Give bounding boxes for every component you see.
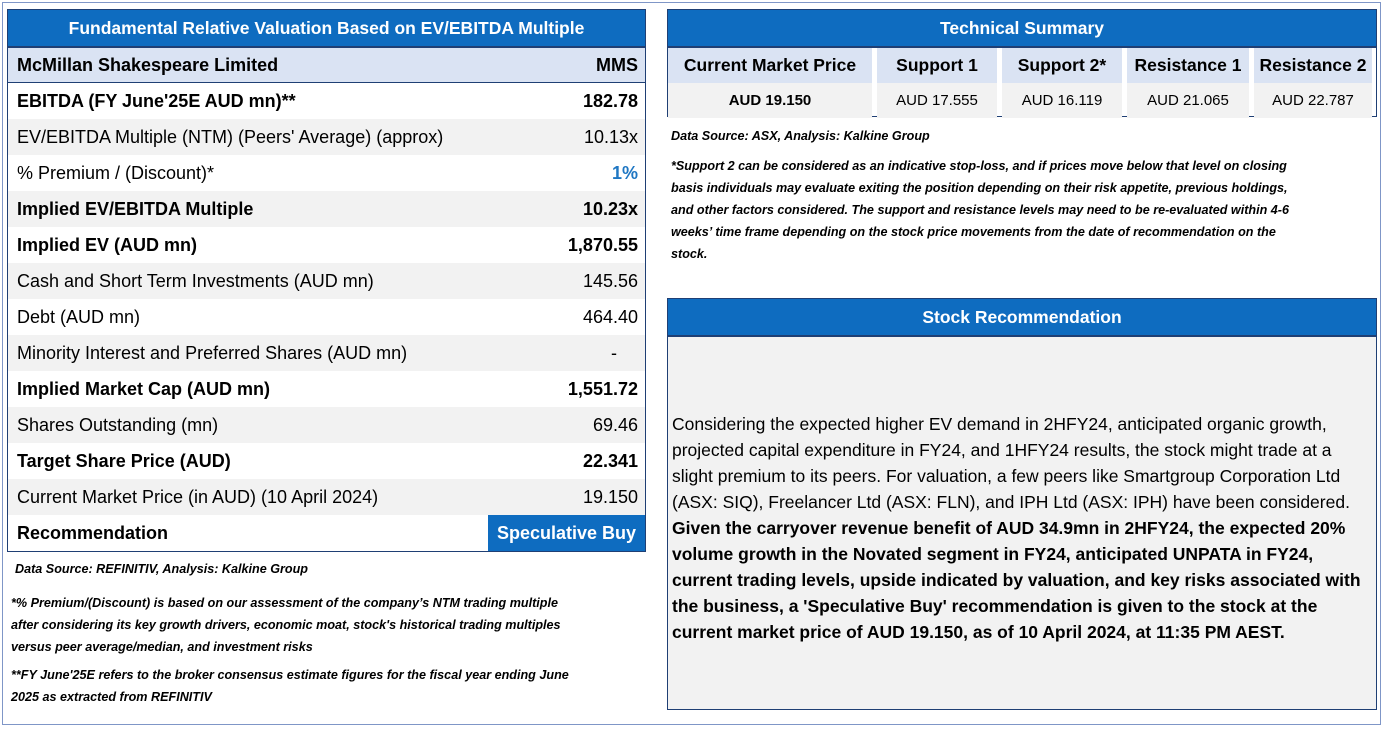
tech-column-resistance2: Resistance 2 AUD 22.787 — [1254, 48, 1372, 118]
row-value: 1,870.55 — [567, 234, 638, 255]
table-row: Debt (AUD mn) 464.40 — [8, 299, 645, 335]
valuation-table: Fundamental Relative Valuation Based on … — [7, 9, 646, 552]
premium-footnote: *% Premium/(Discount) is based on our as… — [11, 592, 561, 658]
table-row: Implied Market Cap (AUD mn) 1,551.72 — [8, 371, 645, 407]
tech-header-cell: Resistance 2 — [1254, 48, 1372, 83]
table-row: Minority Interest and Preferred Shares (… — [8, 335, 645, 371]
table-row: Target Share Price (AUD) 22.341 — [8, 443, 645, 479]
row-value: 22.341 — [582, 450, 638, 471]
footnote-line: and other factors considered. The suppor… — [671, 203, 1289, 217]
tech-value-cell: AUD 22.787 — [1254, 83, 1372, 118]
row-value: 10.23x — [582, 198, 638, 219]
footnote-line: **FY June'25E refers to the broker conse… — [11, 668, 569, 682]
footnote-line: basis individuals may evaluate exiting t… — [671, 181, 1288, 195]
table-row: EBITDA (FY June'25E AUD mn)** 182.78 — [8, 83, 645, 119]
row-label: Current Market Price (in AUD) (10 April … — [17, 486, 379, 507]
table-row: Shares Outstanding (mn) 69.46 — [8, 407, 645, 443]
row-value: 145.56 — [582, 270, 638, 291]
table-row: Cash and Short Term Investments (AUD mn)… — [8, 263, 645, 299]
tech-value-cell: AUD 19.150 — [668, 83, 872, 118]
tech-column-support2: Support 2* AUD 16.119 — [1002, 48, 1122, 118]
tech-column-cmp: Current Market Price AUD 19.150 — [668, 48, 872, 118]
recommendation-text: Considering the expected higher EV deman… — [672, 411, 1370, 645]
table-row: Current Market Price (in AUD) (10 April … — [8, 479, 645, 515]
row-value: 464.40 — [582, 306, 638, 327]
row-value: 69.46 — [592, 414, 638, 435]
row-label: Shares Outstanding (mn) — [17, 414, 219, 435]
row-value: 19.150 — [582, 486, 638, 507]
footnote-line: versus peer average/median, and investme… — [11, 640, 313, 654]
valuation-title: Fundamental Relative Valuation Based on … — [8, 10, 645, 48]
tech-header-cell: Current Market Price — [668, 48, 872, 83]
footnote-line: *% Premium/(Discount) is based on our as… — [11, 596, 558, 610]
row-label: Implied EV/EBITDA Multiple — [17, 198, 254, 219]
row-label: Implied EV (AUD mn) — [17, 234, 198, 255]
support-footnote: *Support 2 can be considered as an indic… — [671, 155, 1289, 265]
footnote-line: 2025 as extracted from REFINITIV — [11, 690, 212, 704]
row-label: Target Share Price (AUD) — [17, 450, 231, 471]
table-row: % Premium / (Discount)* 1% — [8, 155, 645, 191]
technical-summary-table: Technical Summary Current Market Price A… — [667, 9, 1377, 118]
footnote-line: *Support 2 can be considered as an indic… — [671, 159, 1287, 173]
footnote-line: after considering its key growth drivers… — [11, 618, 561, 632]
row-label: EBITDA (FY June'25E AUD mn)** — [17, 90, 296, 111]
company-row: McMillan Shakespeare Limited MMS — [8, 48, 645, 83]
valuation-source: Data Source: REFINITIV, Analysis: Kalkin… — [15, 562, 308, 576]
technical-grid: Current Market Price AUD 19.150 Support … — [668, 48, 1376, 118]
footnote-line: stock. — [671, 247, 708, 261]
tech-value-cell: AUD 17.555 — [877, 83, 997, 118]
row-label: Minority Interest and Preferred Shares (… — [17, 342, 408, 363]
recommendation-plain-text: Considering the expected higher EV deman… — [672, 414, 1350, 512]
tech-header-cell: Resistance 1 — [1127, 48, 1249, 83]
tech-value-cell: AUD 21.065 — [1127, 83, 1249, 118]
table-row: Implied EV/EBITDA Multiple 10.23x — [8, 191, 645, 227]
table-row: EV/EBITDA Multiple (NTM) (Peers' Average… — [8, 119, 645, 155]
company-ticker: MMS — [596, 54, 638, 75]
row-value: 182.78 — [582, 90, 638, 111]
row-value: 10.13x — [583, 126, 638, 147]
row-label: Cash and Short Term Investments (AUD mn) — [17, 270, 374, 291]
row-label: Implied Market Cap (AUD mn) — [17, 378, 271, 399]
tech-column-resistance1: Resistance 1 AUD 21.065 — [1127, 48, 1249, 118]
premium-value: 1% — [611, 162, 638, 183]
row-label: % Premium / (Discount)* — [17, 162, 215, 183]
recommendation-badge: Speculative Buy — [488, 515, 645, 551]
tech-value-cell: AUD 16.119 — [1002, 83, 1122, 118]
technical-source: Data Source: ASX, Analysis: Kalkine Grou… — [671, 129, 930, 143]
tech-header-cell: Support 1 — [877, 48, 997, 83]
row-label: EV/EBITDA Multiple (NTM) (Peers' Average… — [17, 126, 444, 147]
recommendation-label: Recommendation — [17, 522, 169, 543]
row-label: Debt (AUD mn) — [17, 306, 141, 327]
tech-header-cell: Support 2* — [1002, 48, 1122, 83]
stock-recommendation-panel: Stock Recommendation Considering the exp… — [667, 298, 1377, 710]
footnote-line: weeks’ time frame depending on the stock… — [671, 225, 1276, 239]
fy-footnote: **FY June'25E refers to the broker conse… — [11, 664, 569, 708]
row-value: 1,551.72 — [567, 378, 638, 399]
tech-column-support1: Support 1 AUD 17.555 — [877, 48, 997, 118]
recommendation-bold-text: Given the carryover revenue benefit of A… — [672, 518, 1361, 642]
company-name: McMillan Shakespeare Limited — [17, 54, 279, 75]
row-value: - — [611, 342, 617, 363]
stock-recommendation-title: Stock Recommendation — [668, 299, 1376, 337]
technical-title: Technical Summary — [668, 10, 1376, 48]
recommendation-row: Recommendation Speculative Buy — [8, 515, 645, 551]
table-row: Implied EV (AUD mn) 1,870.55 — [8, 227, 645, 263]
